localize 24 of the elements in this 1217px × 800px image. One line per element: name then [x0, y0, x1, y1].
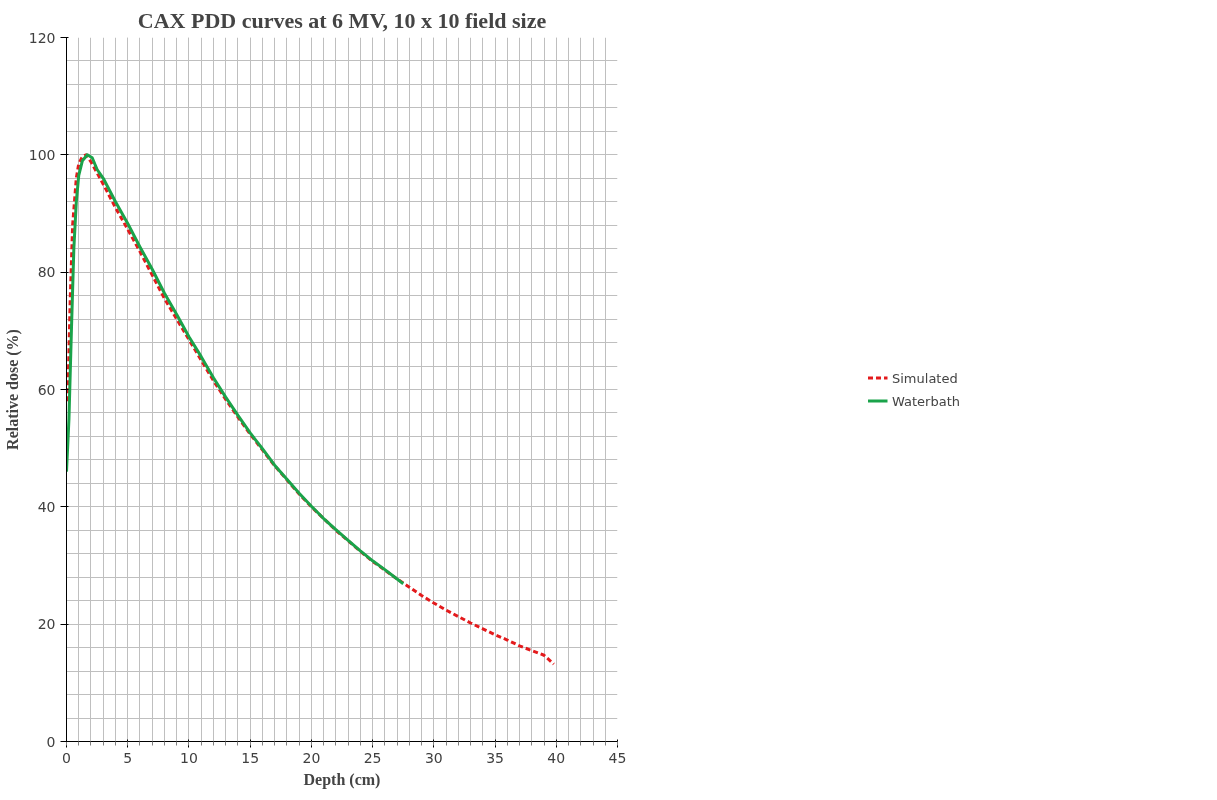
y-tick-label: 80 [37, 264, 56, 281]
y-tick-label: 0 [46, 733, 56, 750]
x-tick-label: 35 [486, 749, 504, 766]
x-tick-label: 15 [241, 749, 260, 766]
x-tick-label: 10 [180, 749, 198, 766]
x-axis-title: Depth (cm) [303, 770, 381, 789]
y-tick-label: 60 [37, 381, 56, 398]
y-tick-label: 20 [37, 616, 56, 633]
y-tick-label: 120 [28, 29, 56, 46]
legend-label: Simulated [892, 370, 958, 385]
line-series [66, 153, 556, 666]
chart-title: CAX PDD curves at 6 MV, 10 x 10 field size [137, 7, 547, 33]
y-tick-label: 100 [28, 146, 56, 163]
line-series [66, 153, 405, 586]
x-tick-label: 45 [608, 749, 627, 766]
x-tick-label: 5 [123, 749, 133, 766]
y-tick-label: 40 [37, 498, 56, 515]
x-tick-label: 20 [302, 749, 321, 766]
x-tick-label: 30 [424, 749, 443, 766]
x-tick-label: 40 [547, 749, 566, 766]
legend-label: Waterbath [892, 393, 960, 408]
x-tick-label: 25 [363, 749, 382, 766]
y-axis-title: Relative dose (%) [3, 329, 22, 450]
x-tick-label: 0 [62, 749, 71, 766]
